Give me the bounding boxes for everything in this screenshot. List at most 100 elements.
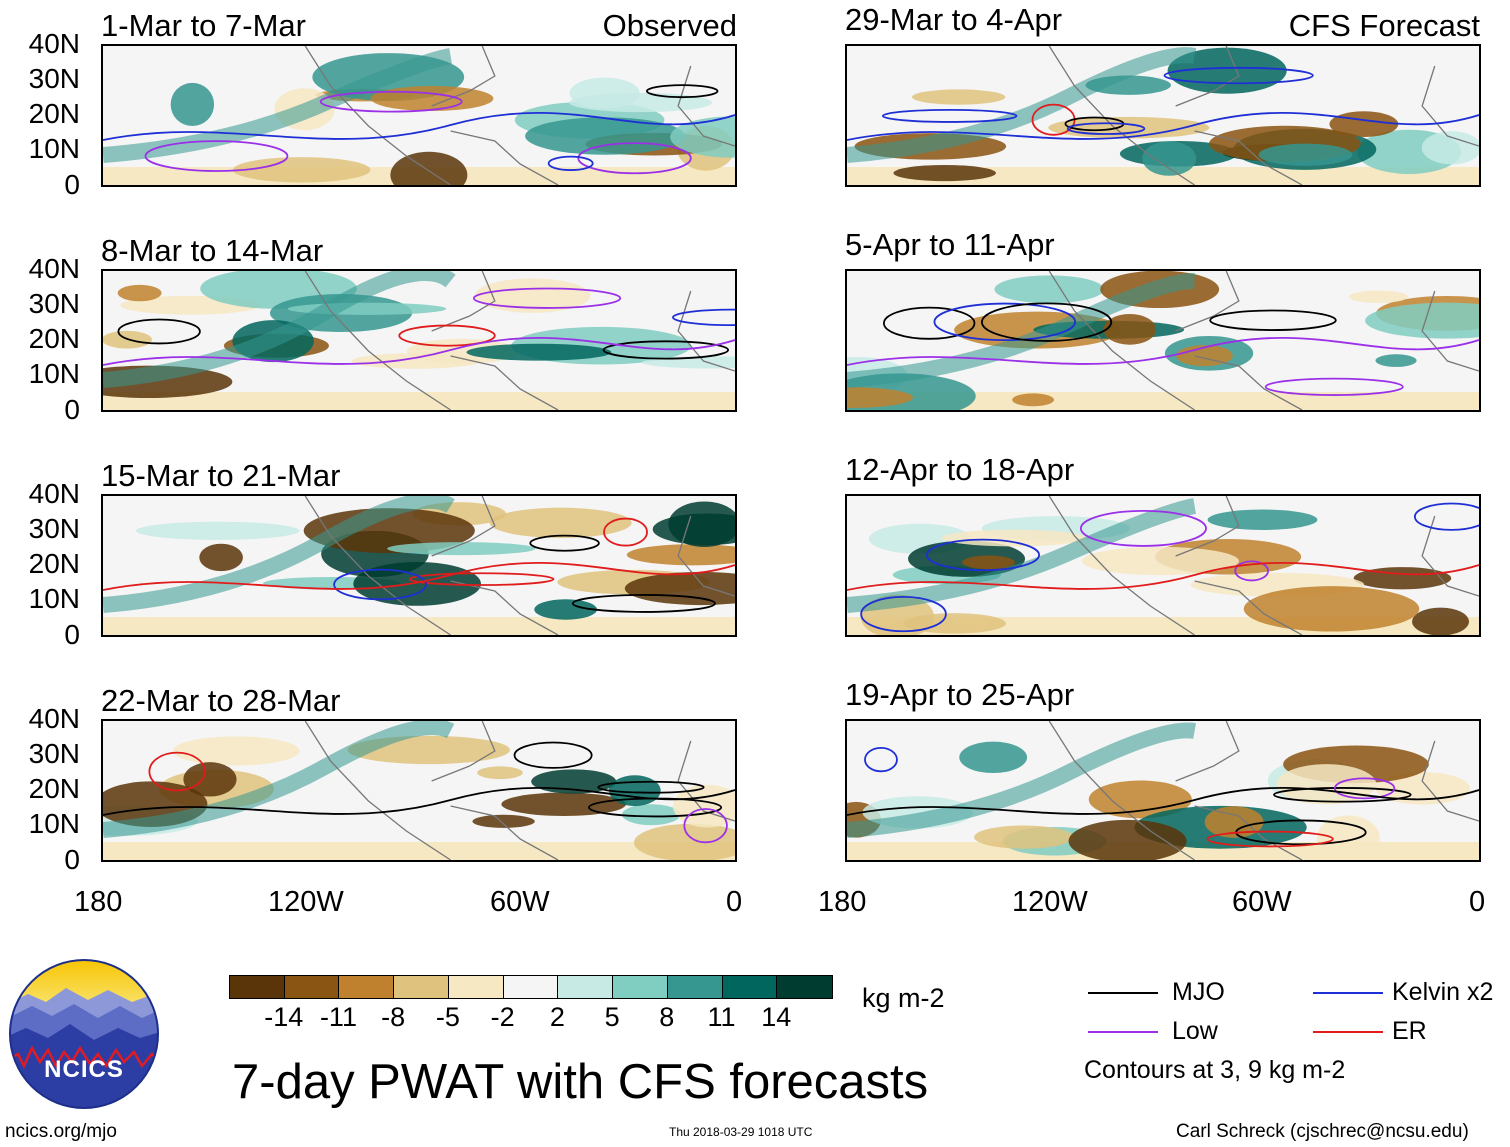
pwat-anomaly-patch — [387, 542, 536, 556]
pwat-anomaly-patch — [172, 736, 300, 766]
legend-note: Contours at 3, 9 kg m-2 — [1084, 1056, 1346, 1084]
wave-contour — [1273, 787, 1412, 803]
lat-tick: 40N — [28, 703, 80, 734]
map-panel-obs-3 — [101, 494, 737, 637]
coastline — [1048, 721, 1479, 860]
lon-tick: 0 — [1469, 886, 1486, 918]
pwat-anomaly-patch — [893, 164, 996, 182]
lat-tick: 30N — [28, 63, 80, 94]
logo-graphic — [9, 959, 159, 1109]
colorbar-swatch — [394, 976, 449, 998]
wave-contour — [602, 340, 730, 360]
pwat-anomaly-patch — [959, 741, 1028, 774]
legend-low-label: Low — [1172, 1017, 1218, 1045]
coastline — [1048, 496, 1479, 635]
panel-title-8: 19-Apr to 25-Apr — [845, 677, 1075, 712]
lon-tick: 180 — [74, 886, 123, 918]
colorbar — [229, 975, 833, 999]
pwat-anomaly-patch — [1142, 141, 1197, 176]
pwat-anomaly-patch — [622, 804, 681, 826]
colorbar-tick-label: 11 — [707, 1002, 736, 1032]
dry-band — [847, 392, 1479, 410]
pwat-anomaly-patch — [199, 543, 243, 572]
moisture-plume — [847, 722, 1196, 838]
wave-contour — [148, 751, 206, 792]
pwat-anomaly-patch — [474, 278, 591, 313]
coastline — [304, 46, 735, 185]
pwat-anomaly-patch — [183, 762, 237, 797]
pwat-anomaly-patch — [1317, 815, 1380, 860]
pwat-anomaly-patch — [1204, 806, 1264, 838]
lat-tick: 20N — [28, 548, 80, 579]
wave-contour — [980, 302, 1113, 342]
legend-kelvin-label: Kelvin x2 — [1392, 978, 1494, 1006]
pwat-anomaly-patch — [117, 284, 162, 302]
pwat-anomaly-patch — [1365, 302, 1479, 339]
wave-contour — [408, 572, 555, 586]
panel-title-2: 8-Mar to 14-Mar — [101, 233, 324, 268]
legend-er-line — [1313, 1031, 1383, 1033]
dry-band — [103, 392, 735, 410]
legend-mjo-label: MJO — [1172, 978, 1225, 1006]
map-panel-fcst-1 — [845, 44, 1481, 187]
pwat-anomaly-patch — [1353, 567, 1452, 590]
wave-contour — [117, 318, 201, 345]
colorbar-tick-label: -5 — [435, 1002, 460, 1032]
lat-tick: 0 — [64, 619, 80, 650]
footer-author: Carl Schreck (cjschrec@ncsu.edu) — [1176, 1121, 1469, 1142]
pwat-anomaly-patch — [911, 89, 1006, 105]
wave-contour — [547, 155, 594, 171]
wave-contour — [847, 112, 1479, 141]
pwat-anomaly-patch — [135, 521, 300, 540]
logo-text: NCICS — [44, 1056, 124, 1083]
wave-contour — [672, 308, 735, 327]
wave-contour — [398, 324, 496, 347]
lat-tick: 30N — [28, 513, 80, 544]
coastline — [304, 721, 735, 860]
lon-tick: 120W — [268, 886, 344, 918]
pwat-anomaly-patch — [472, 814, 535, 828]
wave-contour — [1066, 122, 1146, 135]
lat-tick: 0 — [64, 394, 80, 425]
lat-tick: 0 — [64, 169, 80, 200]
wave-contour — [319, 90, 463, 113]
pwat-anomaly-patch — [351, 353, 481, 369]
lat-tick: 10N — [28, 133, 80, 164]
pwat-anomaly-patch — [1012, 393, 1055, 407]
lat-tick: 10N — [28, 808, 80, 839]
wave-contour — [882, 306, 976, 340]
wave-contour — [144, 140, 289, 172]
pwat-anomaly-patch — [1207, 509, 1318, 530]
colorbar-swatch — [284, 976, 340, 998]
pwat-anomaly-patch — [962, 555, 1015, 570]
pwat-anomaly-patch — [489, 507, 632, 538]
pwat-anomaly-patch — [1375, 354, 1417, 367]
legend-mjo-line — [1088, 992, 1158, 994]
pwat-anomaly-patch — [353, 561, 482, 606]
coastline — [1048, 271, 1479, 410]
pwat-anomaly-patch — [569, 92, 713, 113]
dry-band — [103, 842, 735, 860]
wave-contour — [1264, 377, 1404, 396]
wave-contour — [603, 517, 648, 547]
wave-contour — [860, 595, 947, 633]
colorbar-swatch — [667, 976, 723, 998]
pwat-anomaly-patch — [1258, 143, 1353, 166]
lon-tick: 120W — [1012, 886, 1088, 918]
panel-title-1: 1-Mar to 7-Mar — [101, 8, 306, 43]
wave-contour — [529, 534, 600, 552]
dry-band — [103, 617, 735, 635]
map-panel-fcst-2 — [845, 269, 1481, 412]
panel-title-6: 5-Apr to 11-Apr — [845, 227, 1055, 262]
panel-title-3: 15-Mar to 21-Mar — [101, 458, 341, 493]
wave-contour — [881, 108, 1018, 123]
pwat-anomaly-patch — [390, 151, 468, 185]
colorbar-swatch — [339, 976, 395, 998]
pwat-anomaly-patch — [477, 766, 523, 780]
moisture-plume — [847, 273, 1195, 388]
colorbar-tick-label: 5 — [604, 1002, 620, 1032]
pwat-anomaly-patch — [303, 508, 475, 554]
colorbar-tick-label: -11 — [319, 1002, 357, 1032]
pwat-anomaly-patch — [1103, 313, 1157, 345]
pwat-anomaly-patch — [626, 544, 735, 566]
